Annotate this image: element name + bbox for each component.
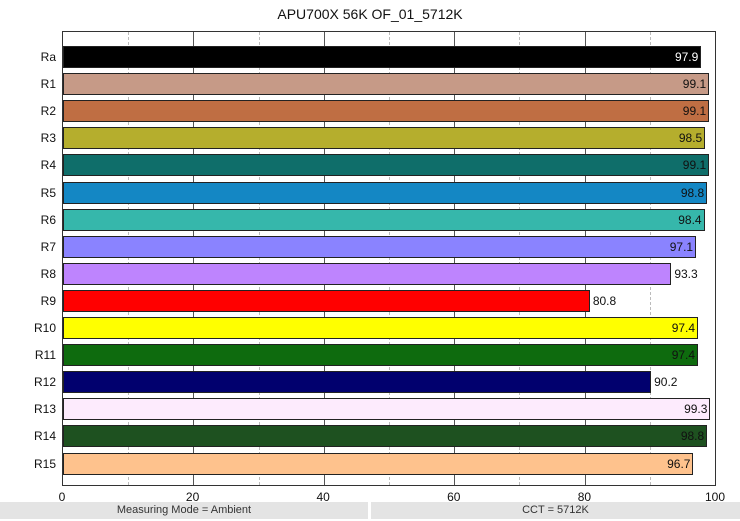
- bar-r1: [63, 73, 710, 96]
- y-axis-label: R7: [40, 239, 56, 254]
- bar-value-label: 97.4: [671, 321, 696, 335]
- bar-r5: [63, 181, 708, 204]
- x-axis-tick-label: 100: [704, 490, 726, 504]
- y-axis-label: R8: [40, 266, 56, 281]
- bar-value-label: 98.8: [680, 429, 705, 444]
- measuring-mode-label: Measuring Mode = Ambient: [0, 502, 368, 519]
- gridline: [649, 32, 651, 485]
- y-axis-label: R10: [33, 321, 56, 335]
- gridline: [454, 32, 456, 485]
- chart-title: APU700X 56K OF_01_5712K: [277, 6, 463, 22]
- bar-value-label: 98.4: [678, 212, 702, 227]
- y-axis-label: R1: [40, 77, 56, 92]
- x-axis-tick-label: 40: [316, 490, 330, 504]
- bar-r3: [63, 127, 706, 150]
- gridline: [389, 32, 390, 485]
- bar-r13: [63, 398, 711, 421]
- bar-value-label: 93.3: [674, 266, 698, 281]
- gridline: [128, 32, 130, 485]
- x-axis-tick-label: 0: [58, 490, 66, 504]
- gridline: [193, 32, 195, 485]
- gridline: [519, 32, 521, 485]
- bar-r6: [63, 208, 705, 231]
- y-axis-label: R2: [40, 104, 56, 119]
- bar-value-label: 97.9: [674, 50, 699, 64]
- y-axis-label: R11: [34, 348, 56, 363]
- y-axis-label: R3: [40, 131, 56, 146]
- bar-value-label: 97.4: [671, 348, 696, 363]
- y-axis-label: R4: [40, 158, 56, 173]
- y-axis-label: R13: [33, 402, 56, 417]
- bar-value-label: 80.8: [592, 293, 617, 308]
- y-axis-label: R6: [40, 212, 56, 227]
- bar-r11: [63, 344, 699, 367]
- bar-r2: [63, 100, 710, 123]
- bar-r12: [63, 371, 652, 394]
- x-axis-tick-label: 60: [447, 490, 461, 504]
- bar-r8: [63, 262, 672, 285]
- x-axis-tick-label: 80: [577, 490, 592, 504]
- bar-r15: [63, 452, 694, 475]
- y-axis-label: R12: [33, 375, 56, 390]
- bar-value-label: 99.1: [682, 77, 707, 92]
- y-axis-label: R5: [40, 185, 56, 200]
- bar-r10: [63, 317, 699, 339]
- bar-r7: [63, 235, 697, 258]
- bar-value-label: 90.2: [654, 375, 678, 390]
- bar-ra: [63, 46, 702, 68]
- bar-value-label: 98.5: [678, 131, 703, 146]
- plot-area: 97.9 99.1 99.1 98.5 99.1 98.8 98.4 97.1 93.3 80.8…: [62, 31, 716, 486]
- bar-value-label: 99.1: [682, 104, 707, 119]
- bar-r4: [63, 154, 710, 177]
- bar-value-label: 99.3: [684, 402, 708, 417]
- y-axis-label: Ra: [40, 50, 56, 64]
- bar-value-label: 99.1: [682, 158, 707, 173]
- gridline: [584, 32, 586, 485]
- bar-value-label: 98.8: [680, 185, 705, 200]
- y-axis-label: R9: [40, 293, 56, 308]
- gridline: [258, 32, 260, 485]
- bar-r14: [63, 425, 708, 448]
- gridline: [323, 32, 325, 485]
- cct-label: CCT = 5712K: [371, 502, 740, 519]
- y-axis-label: R14: [33, 429, 56, 444]
- bar-value-label: 96.7: [667, 456, 691, 471]
- x-axis-tick-label: 20: [185, 490, 200, 504]
- bar-value-label: 97.1: [669, 239, 694, 254]
- y-axis-label: R15: [33, 456, 56, 471]
- bar-r9: [63, 289, 590, 312]
